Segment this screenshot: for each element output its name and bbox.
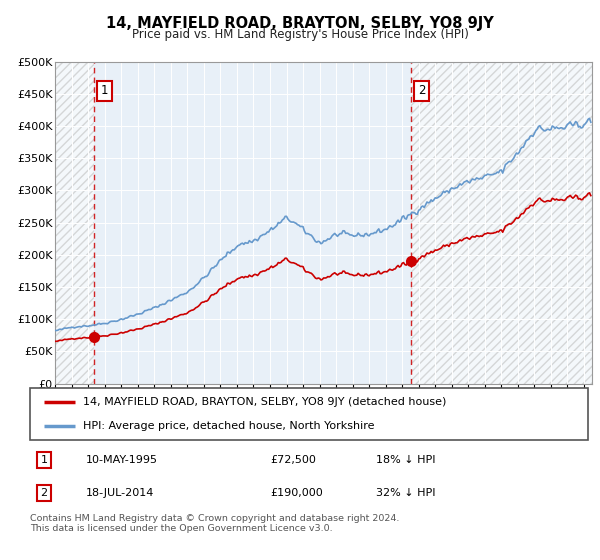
FancyBboxPatch shape — [30, 388, 588, 440]
Text: 2: 2 — [418, 84, 425, 97]
Text: Contains HM Land Registry data © Crown copyright and database right 2024.
This d: Contains HM Land Registry data © Crown c… — [30, 514, 400, 534]
Text: 2: 2 — [40, 488, 47, 498]
Text: 14, MAYFIELD ROAD, BRAYTON, SELBY, YO8 9JY: 14, MAYFIELD ROAD, BRAYTON, SELBY, YO8 9… — [106, 16, 494, 31]
Text: 18-JUL-2014: 18-JUL-2014 — [86, 488, 154, 498]
Text: 14, MAYFIELD ROAD, BRAYTON, SELBY, YO8 9JY (detached house): 14, MAYFIELD ROAD, BRAYTON, SELBY, YO8 9… — [83, 397, 446, 407]
Text: 1: 1 — [101, 84, 109, 97]
Text: 18% ↓ HPI: 18% ↓ HPI — [376, 455, 436, 465]
Text: 32% ↓ HPI: 32% ↓ HPI — [376, 488, 436, 498]
Text: £72,500: £72,500 — [270, 455, 316, 465]
Text: £190,000: £190,000 — [270, 488, 323, 498]
Bar — [55, 62, 94, 384]
Text: 10-MAY-1995: 10-MAY-1995 — [86, 455, 158, 465]
Text: Price paid vs. HM Land Registry's House Price Index (HPI): Price paid vs. HM Land Registry's House … — [131, 28, 469, 41]
Text: 1: 1 — [40, 455, 47, 465]
Bar — [411, 62, 592, 384]
Text: HPI: Average price, detached house, North Yorkshire: HPI: Average price, detached house, Nort… — [83, 421, 374, 431]
